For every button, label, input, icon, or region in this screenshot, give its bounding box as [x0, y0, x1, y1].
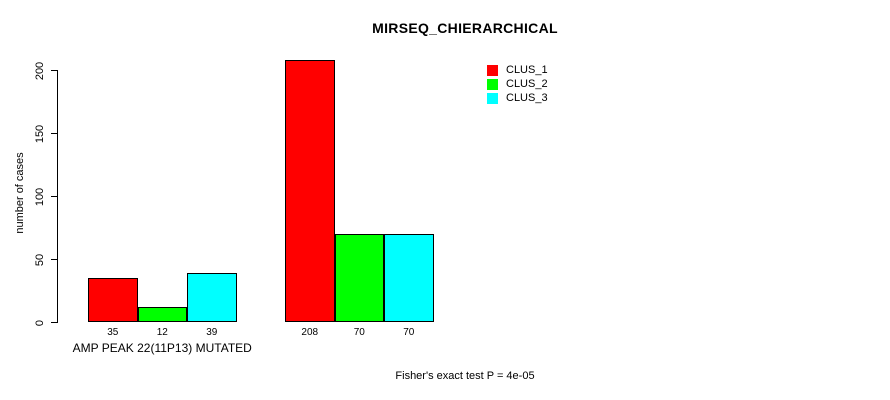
bar-value-label: 12	[156, 327, 168, 338]
bar-value-label: 70	[353, 327, 365, 338]
y-tick-mark	[51, 70, 57, 71]
y-tick-mark	[51, 133, 57, 134]
footer-note: Fisher's exact test P = 4e-05	[395, 370, 535, 382]
bar-value-label: 39	[206, 327, 218, 338]
bar-clus_2-group2	[334, 234, 384, 323]
legend-label: CLUS_3	[506, 91, 548, 104]
y-tick-label: 150	[34, 124, 46, 143]
legend-row: CLUS_1	[487, 63, 548, 77]
y-tick-mark	[51, 322, 57, 323]
legend-row: CLUS_3	[487, 91, 548, 105]
y-axis-title: number of cases	[14, 152, 26, 234]
legend-label: CLUS_2	[506, 77, 548, 90]
chart-title: MIRSEQ_CHIERARCHICAL	[372, 20, 558, 36]
y-tick-label: 0	[34, 319, 46, 326]
y-tick-label: 50	[34, 253, 46, 266]
bar-clus_1-group2	[285, 60, 335, 323]
legend-row: CLUS_2	[487, 77, 548, 91]
bar-clus_2-group1	[137, 307, 187, 323]
y-tick-mark	[51, 259, 57, 260]
bar-value-label: 208	[301, 327, 319, 338]
bar-clus_3-group2	[384, 234, 434, 323]
legend-swatch-clus_3	[487, 92, 498, 104]
legend-swatch-clus_1	[487, 64, 498, 76]
legend-label: CLUS_1	[506, 63, 548, 76]
y-axis-line	[57, 70, 58, 323]
y-tick-mark	[51, 196, 57, 197]
x-category-label: AMP PEAK 22(11P13) MUTATED	[72, 341, 252, 355]
y-tick-label: 100	[34, 187, 46, 206]
y-tick-label: 200	[34, 61, 46, 80]
legend-swatch-clus_2	[487, 78, 498, 90]
legend: CLUS_1 CLUS_2 CLUS_3	[487, 63, 548, 105]
bar-value-label: 70	[403, 327, 415, 338]
bar-value-label: 35	[107, 327, 119, 338]
bar-clus_3-group1	[187, 273, 237, 323]
bar-clus_1-group1	[88, 278, 138, 323]
